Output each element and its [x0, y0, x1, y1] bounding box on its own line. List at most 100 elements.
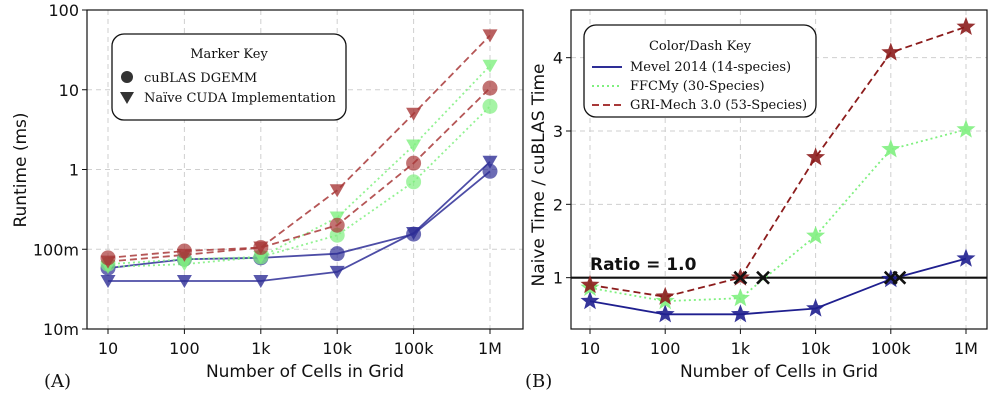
panel-b-data-point-star — [580, 275, 600, 294]
panel-b-y-tick-label: 4 — [553, 49, 563, 68]
panel-a-legend: Marker Key cuBLAS DGEMM Naïve CUDA Imple… — [111, 33, 347, 121]
panel-a-tag: (A) — [44, 371, 71, 392]
panel-a-data-point-triangle — [253, 250, 269, 264]
panel-b-data-point-star — [806, 298, 826, 317]
crossover-x-marker — [756, 270, 770, 285]
panel-b-legend-entry-grimech: GRI-Mech 3.0 (53-Species) — [630, 98, 807, 113]
panel-a-x-tick-label: 100k — [394, 339, 435, 358]
crossover-x-stroke — [892, 270, 907, 285]
panel-a-series — [100, 29, 498, 288]
panel-a-data-point-triangle — [100, 255, 116, 269]
panel-a-data-point-triangle — [253, 241, 269, 255]
panel-a-data-point-triangle — [329, 265, 345, 279]
panel-a-data-point-triangle — [406, 107, 422, 121]
legend-triangle-marker — [120, 92, 134, 104]
panel-a-legend-title: Marker Key — [190, 47, 268, 62]
panel-b-legend-box — [583, 24, 817, 118]
panel-b-data-point-star — [655, 286, 675, 305]
panel-b-x-label: Number of Cells in Grid — [680, 362, 878, 382]
panel-a-data-point-circle — [329, 246, 345, 262]
panel-b-series-line — [589, 26, 967, 298]
panel-a-data-point-circle — [406, 155, 422, 171]
panel-b-data-point-star — [580, 291, 600, 310]
panel-a-ticks: 10 100 1k 10k 100k 1M 10m 100m 1 10 100 — [33, 1, 502, 358]
crossover-x-marker — [892, 270, 907, 285]
panel-a-y-tick-label: 10 — [59, 81, 79, 100]
panel-b-x-tick-label: 1k — [731, 339, 751, 358]
panel-a-y-tick-label: 1 — [69, 161, 79, 180]
panel-b-data-point-star — [806, 147, 826, 166]
panel-a-series-line — [107, 170, 491, 270]
panel-a-data-point-triangle — [176, 258, 192, 272]
panel-b-tag: (B) — [525, 371, 552, 392]
panel-b-data-point-star — [956, 16, 976, 35]
panel-b-legend: Color/Dash Key Mevel 2014 (14-species) F… — [583, 24, 817, 118]
panel-b-legend-entry-mevel: Mevel 2014 (14-species) — [630, 60, 791, 75]
panel-a-data-point-circle — [329, 217, 345, 233]
panel-b-ticks: 10 100 1k 10k 100k 1M 1 2 3 4 — [553, 49, 978, 358]
panel-b-series-line — [589, 257, 967, 316]
panel-b-y-label: Naive Time / cuBLAS Time — [529, 64, 549, 287]
panel-a-y-tick-label: 10m — [43, 320, 79, 339]
panel-a-data-point-triangle — [329, 184, 345, 198]
panel-b-y-tick-label: 1 — [553, 269, 563, 288]
panel-a-x-tick-label: 1M — [478, 339, 502, 358]
panel-b-x-tick-label: 100 — [650, 339, 681, 358]
panel-a-y-label: Runtime (ms) — [11, 112, 31, 227]
panel-b-series-line — [589, 128, 967, 303]
panel-b-data-point-star — [881, 42, 901, 61]
panel-a-data-point-triangle — [176, 274, 192, 288]
panel-a-data-point-triangle — [100, 274, 116, 288]
panel-a-series-line — [107, 34, 491, 263]
panel-a-legend-entry-triangle: Naïve CUDA Implementation — [144, 91, 337, 106]
ratio-line-label: Ratio = 1.0 — [590, 255, 697, 275]
panel-a-data-point-triangle — [482, 59, 498, 73]
panel-a-data-point-circle — [482, 98, 498, 114]
panel-a-series-line — [107, 105, 491, 266]
panel-a-series-line — [108, 161, 491, 282]
panel-b-y-tick-label: 2 — [553, 195, 563, 214]
panel-a-y-tick-label: 100m — [33, 240, 79, 259]
legend-circle-marker — [121, 71, 133, 83]
panel-b-x-tick-label: 10k — [801, 339, 831, 358]
panel-a-data-point-triangle — [253, 274, 269, 288]
panel-b-data-point-star — [806, 225, 826, 244]
panel-a-x-label: Number of Cells in Grid — [206, 362, 404, 382]
panel-a-data-point-circle — [482, 163, 498, 179]
panel-b-data-point-star — [881, 139, 901, 158]
panel-b-legend-title: Color/Dash Key — [649, 39, 752, 54]
panel-a-data-point-triangle — [176, 248, 192, 262]
panel-a-x-tick-label: 100 — [169, 339, 200, 358]
panel-b-ratio-chart: 10 100 1k 10k 100k 1M 1 2 3 4 Number of Cells in … — [525, 9, 988, 392]
panel-a-y-tick-label: 100 — [48, 1, 79, 20]
crossover-x-stroke — [733, 270, 748, 285]
panel-b-data-point-star — [730, 288, 750, 307]
panel-a-series-line — [107, 87, 491, 259]
panel-a-data-point-triangle — [482, 29, 498, 43]
panel-b-frame — [570, 9, 988, 330]
panel-a-data-point-circle — [482, 80, 498, 96]
panel-b-data-point-star — [956, 119, 976, 138]
panel-a-data-point-triangle — [406, 226, 422, 240]
crossover-x-marker — [733, 270, 748, 285]
panel-a-legend-box — [111, 33, 347, 121]
panel-a-x-tick-label: 1k — [251, 339, 271, 358]
panel-b-x-tick-label: 1M — [954, 339, 978, 358]
panel-b-x-tick-label: 100k — [871, 339, 912, 358]
panel-b-data-point-star — [655, 304, 675, 323]
panel-a-legend-entry-circle: cuBLAS DGEMM — [144, 71, 257, 86]
panel-b-legend-entry-ffcmy: FFCMy (30-Species) — [630, 79, 765, 94]
panel-b-data-point-star — [730, 304, 750, 323]
panel-a-data-point-circle — [406, 174, 422, 190]
panel-a-x-tick-label: 10k — [322, 339, 352, 358]
crossover-x-stroke — [756, 270, 770, 285]
panel-b-data-point-star — [956, 248, 976, 267]
panel-a-runtime-chart: 10 100 1k 10k 100k 1M 10m 100m 1 10 100 Number of … — [11, 1, 524, 392]
panel-a-x-tick-label: 10 — [98, 339, 118, 358]
panel-b-x-tick-label: 10 — [580, 339, 600, 358]
panel-b-series — [571, 16, 987, 323]
panel-b-y-tick-label: 3 — [553, 122, 563, 141]
panel-a-data-point-triangle — [406, 139, 422, 153]
panel-a-data-point-triangle — [482, 155, 498, 169]
